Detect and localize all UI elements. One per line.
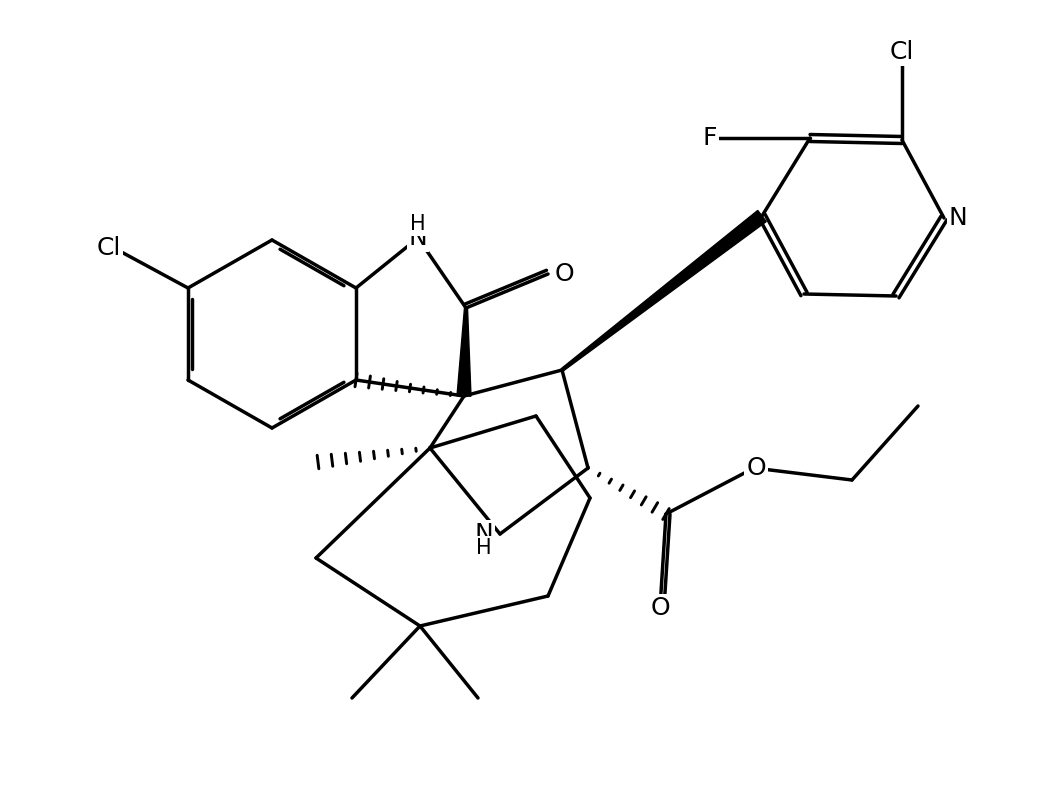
Text: N: N [475,522,494,546]
Text: O: O [554,262,574,286]
Text: N: N [409,226,428,250]
Text: N: N [949,206,968,230]
Text: Cl: Cl [97,236,121,260]
Text: H: H [410,214,426,234]
Polygon shape [457,308,471,396]
Polygon shape [561,210,767,371]
Text: O: O [746,456,766,480]
Text: Cl: Cl [890,40,914,64]
Text: F: F [703,126,718,150]
Text: O: O [651,596,669,620]
Text: H: H [476,538,492,558]
